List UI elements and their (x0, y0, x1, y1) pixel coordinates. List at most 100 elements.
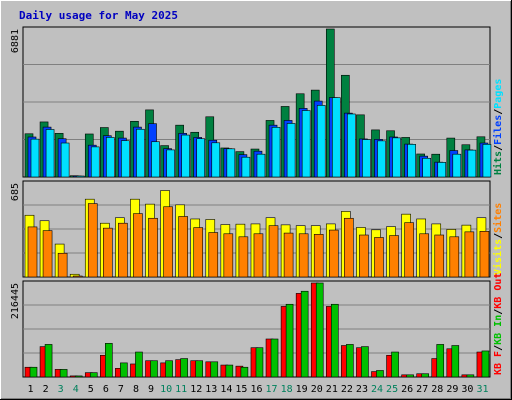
top-bar-pages-day-6 (106, 137, 115, 178)
x-tick-label-day-18: 18 (281, 384, 293, 395)
top-scale-label: 6881 (10, 29, 21, 53)
x-tick-label-day-22: 22 (341, 384, 353, 395)
x-tick-label-day-3: 3 (58, 384, 64, 395)
top-bar-pages-day-8 (136, 128, 145, 178)
middle-bar-sites-day-16 (253, 233, 264, 278)
top-bar-pages-day-24 (377, 140, 386, 178)
middle-legend: Visits/Sites (492, 203, 504, 275)
bottom-bar-kb-in-day-4 (74, 375, 83, 378)
middle-bar-sites-day-3 (57, 252, 68, 278)
bottom-bar-kb-in-day-24 (376, 370, 384, 378)
top-legend-item-4: / (493, 109, 504, 115)
top-bar-pages-day-7 (121, 140, 130, 178)
bottom-bar-kb-in-day-21 (330, 303, 339, 378)
top-legend-item-2: / (493, 145, 504, 151)
middle-bar-sites-day-17 (268, 225, 279, 278)
x-tick-label-day-9: 9 (148, 384, 154, 395)
top-bar-pages-day-17 (271, 127, 281, 178)
bottom-bar-kb-in-day-20 (315, 282, 324, 378)
x-tick-label-day-24: 24 (371, 384, 383, 395)
top-bar-pages-day-4 (75, 175, 85, 178)
middle-bar-sites-day-29 (449, 236, 460, 278)
x-tick-label-day-14: 14 (220, 384, 232, 395)
x-tick-label-day-30: 30 (461, 384, 473, 395)
bottom-bar-kb-in-day-31 (481, 350, 490, 378)
bottom-legend-item-2: / (493, 345, 504, 351)
middle-bar-sites-day-7 (118, 222, 128, 278)
bottom-bar-kb-in-day-17 (270, 338, 279, 378)
middle-bar-sites-day-27 (419, 233, 429, 278)
middle-bar-sites-day-21 (328, 229, 339, 278)
top-bar-pages-day-19 (301, 110, 311, 178)
middle-bar-sites-day-14 (223, 233, 234, 278)
bottom-bar-kb-in-day-15 (240, 366, 249, 378)
bottom-bar-kb-in-day-10 (165, 360, 173, 378)
bottom-bar-kb-in-day-13 (210, 361, 219, 378)
x-tick-label-day-12: 12 (190, 384, 202, 395)
x-tick-label-day-16: 16 (250, 384, 262, 395)
top-bar-pages-day-11 (181, 134, 190, 178)
top-bar-pages-day-10 (166, 149, 175, 178)
top-legend-item-1: Hits (492, 151, 504, 175)
top-bar-pages-day-3 (60, 142, 70, 178)
top-bar-pages-day-27 (422, 157, 431, 178)
x-tick-label-day-1: 1 (28, 384, 34, 395)
top-bar-pages-day-26 (407, 144, 416, 178)
bottom-bar-kb-in-day-29 (451, 345, 460, 378)
bottom-bar-kb-in-day-7 (120, 362, 128, 378)
bottom-bar-kb-in-day-19 (300, 290, 309, 378)
x-tick-label-day-19: 19 (296, 384, 308, 395)
bottom-bar-kb-in-day-5 (89, 372, 98, 378)
middle-legend-item-3: Sites (492, 203, 504, 233)
middle-bar-sites-day-22 (344, 217, 354, 278)
middle-bar-sites-day-24 (374, 237, 384, 278)
middle-bar-sites-day-13 (208, 232, 219, 278)
bottom-bar-kb-in-day-18 (285, 303, 294, 378)
top-bar-pages-day-13 (211, 142, 221, 178)
x-tick-label-day-11: 11 (175, 384, 187, 395)
middle-bar-sites-day-19 (298, 233, 309, 278)
middle-bar-sites-day-15 (238, 236, 249, 278)
middle-bar-sites-day-12 (193, 227, 204, 278)
top-legend: Hits/Files/Pages (492, 79, 504, 175)
bottom-bar-kb-in-day-9 (150, 360, 158, 378)
x-tick-label-day-17: 17 (266, 384, 278, 395)
bottom-bar-kb-in-day-22 (346, 344, 354, 378)
top-bar-pages-day-30 (467, 149, 477, 178)
x-tick-label-day-20: 20 (311, 384, 323, 395)
middle-bar-sites-day-31 (479, 231, 490, 278)
middle-legend-item-1: Visits (492, 239, 504, 275)
middle-bar-sites-day-28 (434, 234, 445, 278)
x-tick-label-day-21: 21 (326, 384, 338, 395)
chart-title: Daily usage for May 2025 (19, 9, 178, 22)
x-tick-label-day-25: 25 (386, 384, 398, 395)
bottom-bar-kb-in-day-25 (391, 351, 399, 378)
top-bar-pages-day-20 (316, 105, 326, 178)
bottom-bar-kb-in-day-12 (195, 360, 204, 378)
middle-bar-sites-day-1 (27, 226, 38, 278)
top-bar-pages-day-22 (347, 113, 356, 178)
bottom-legend-item-1: KB F (493, 351, 504, 375)
x-tick-label-day-13: 13 (205, 384, 217, 395)
middle-bar-sites-day-2 (42, 230, 53, 278)
x-tick-label-day-2: 2 (43, 384, 49, 395)
middle-bar-sites-day-30 (464, 231, 475, 278)
middle-bar-sites-day-18 (283, 232, 294, 278)
top-bar-pages-day-16 (256, 153, 266, 178)
bottom-legend-item-5: KB Out (493, 273, 504, 309)
bottom-legend-item-4: / (493, 309, 504, 315)
middle-bar-sites-day-6 (103, 227, 113, 278)
x-tick-label-day-26: 26 (401, 384, 413, 395)
top-bar-pages-day-9 (151, 141, 160, 178)
top-bar-pages-day-15 (241, 156, 251, 178)
top-bar-pages-day-21 (331, 97, 341, 178)
top-bar-pages-day-14 (226, 148, 236, 178)
middle-bar-sites-day-23 (359, 234, 369, 278)
x-tick-label-day-27: 27 (416, 384, 428, 395)
x-tick-label-day-6: 6 (103, 384, 109, 395)
middle-bar-sites-day-5 (87, 203, 98, 278)
bottom-bar-kb-in-day-27 (421, 373, 429, 378)
top-bar-pages-day-31 (482, 144, 492, 178)
